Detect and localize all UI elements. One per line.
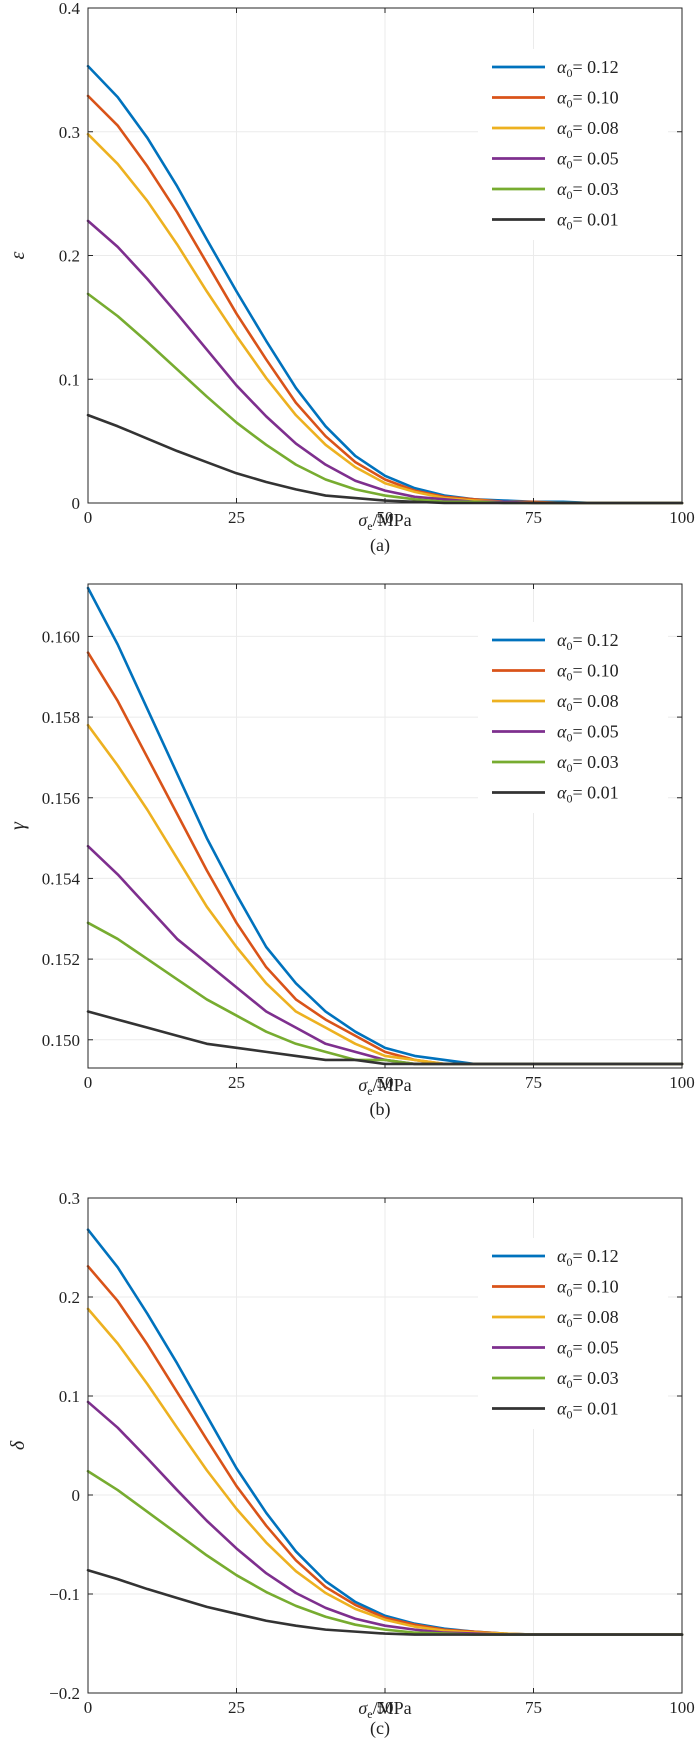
x-tick-label: 50 bbox=[377, 1073, 394, 1092]
x-tick-label: 50 bbox=[377, 508, 394, 527]
x-tick-label: 50 bbox=[377, 1698, 394, 1717]
legend-entry-4: α0= 0.05 bbox=[557, 149, 619, 172]
legend: α0= 0.12 α0= 0.10 α0= 0.08 α0= 0.05 α0= 0.03… bbox=[478, 49, 668, 240]
y-tick-label: 0.152 bbox=[42, 950, 80, 969]
y-tick-label: 0.156 bbox=[42, 789, 80, 808]
legend-box bbox=[478, 1238, 668, 1429]
x-axis-label: σe/MPa bbox=[358, 1698, 411, 1721]
panel-label: (a) bbox=[370, 535, 390, 556]
x-tick-label: 100 bbox=[669, 508, 695, 527]
x-tick-label: 25 bbox=[228, 508, 245, 527]
legend-entry-4: α0= 0.05 bbox=[557, 722, 619, 745]
x-axis-label: σe/MPa bbox=[358, 1075, 411, 1098]
x-tick-label: 100 bbox=[669, 1073, 695, 1092]
legend-entry-5: α0= 0.03 bbox=[557, 179, 619, 202]
series-line-6 bbox=[86, 1568, 684, 1636]
y-tick-label: 0.2 bbox=[59, 247, 80, 266]
y-tick-label: 0.158 bbox=[42, 708, 80, 727]
legend: α0= 0.12 α0= 0.10 α0= 0.08 α0= 0.05 α0= 0.03… bbox=[478, 622, 668, 813]
y-tick-label: 0.1 bbox=[59, 1387, 80, 1406]
x-tick-label: 75 bbox=[525, 1073, 542, 1092]
y-tick-label: 0 bbox=[72, 1486, 81, 1505]
panel-label: (c) bbox=[370, 1718, 390, 1739]
y-tick-label: −0.2 bbox=[49, 1684, 80, 1703]
panel-label: (b) bbox=[370, 1099, 391, 1120]
legend-box bbox=[478, 622, 668, 813]
legend-entry-6: α0= 0.01 bbox=[557, 783, 619, 806]
y-axis-label: ε bbox=[7, 251, 29, 259]
y-tick-label: 0.3 bbox=[59, 1189, 80, 1208]
legend-entry-3: α0= 0.08 bbox=[557, 691, 619, 714]
chart-panel-c: 0 25 50 75 100 −0.2 −0.1 0 0.1 0.2 0.3 σe/MPa δ (c) α0… bbox=[7, 1189, 695, 1739]
y-tick-label: 0.154 bbox=[42, 869, 81, 888]
x-tick-label: 25 bbox=[228, 1073, 245, 1092]
x-tick-label: 0 bbox=[84, 508, 93, 527]
legend-entry-6: α0= 0.01 bbox=[557, 1399, 619, 1422]
legend-entry-2: α0= 0.10 bbox=[557, 1277, 619, 1300]
legend-entry-1: α0= 0.12 bbox=[557, 57, 619, 80]
legend-entry-1: α0= 0.12 bbox=[557, 630, 619, 653]
legend-entry-5: α0= 0.03 bbox=[557, 1368, 619, 1391]
chart-panel-b: 0 25 50 75 100 0.150 0.152 0.154 0.156 0.158 0.160… bbox=[7, 583, 695, 1120]
legend-entry-3: α0= 0.08 bbox=[557, 118, 619, 141]
x-tick-label: 25 bbox=[228, 1698, 245, 1717]
x-axis-label: σe/MPa bbox=[358, 510, 411, 533]
y-tick-label: 0.1 bbox=[59, 370, 80, 389]
legend-box bbox=[478, 49, 668, 240]
legend-entry-1: α0= 0.12 bbox=[557, 1246, 619, 1269]
y-tick-label: 0.160 bbox=[42, 627, 80, 646]
y-tick-label: 0.3 bbox=[59, 123, 80, 142]
y-tick-label: 0 bbox=[72, 494, 81, 513]
legend-entry-4: α0= 0.05 bbox=[557, 1338, 619, 1361]
legend-entry-2: α0= 0.10 bbox=[557, 88, 619, 111]
y-axis-label: δ bbox=[7, 1440, 29, 1450]
x-tick-label: 0 bbox=[84, 1698, 93, 1717]
legend: α0= 0.12 α0= 0.10 α0= 0.08 α0= 0.05 α0= 0.03… bbox=[478, 1238, 668, 1429]
y-tick-label: 0.150 bbox=[42, 1031, 80, 1050]
x-tick-label: 100 bbox=[669, 1698, 695, 1717]
y-tick-label: 0.2 bbox=[59, 1288, 80, 1307]
legend-entry-5: α0= 0.03 bbox=[557, 752, 619, 775]
x-tick-label: 75 bbox=[525, 1698, 542, 1717]
y-tick-label: 0.4 bbox=[59, 0, 81, 18]
y-axis-label: γ bbox=[7, 821, 29, 830]
legend-entry-6: α0= 0.01 bbox=[557, 210, 619, 233]
chart-panel-a: 0 25 50 75 100 0 0.1 0.2 0.3 0.4 σe/MPa ε (a) α0= 0.1… bbox=[7, 0, 695, 556]
y-tick-label: −0.1 bbox=[49, 1585, 80, 1604]
legend-entry-2: α0= 0.10 bbox=[557, 661, 619, 684]
legend-entry-3: α0= 0.08 bbox=[557, 1307, 619, 1330]
x-tick-label: 75 bbox=[525, 508, 542, 527]
x-tick-label: 0 bbox=[84, 1073, 93, 1092]
